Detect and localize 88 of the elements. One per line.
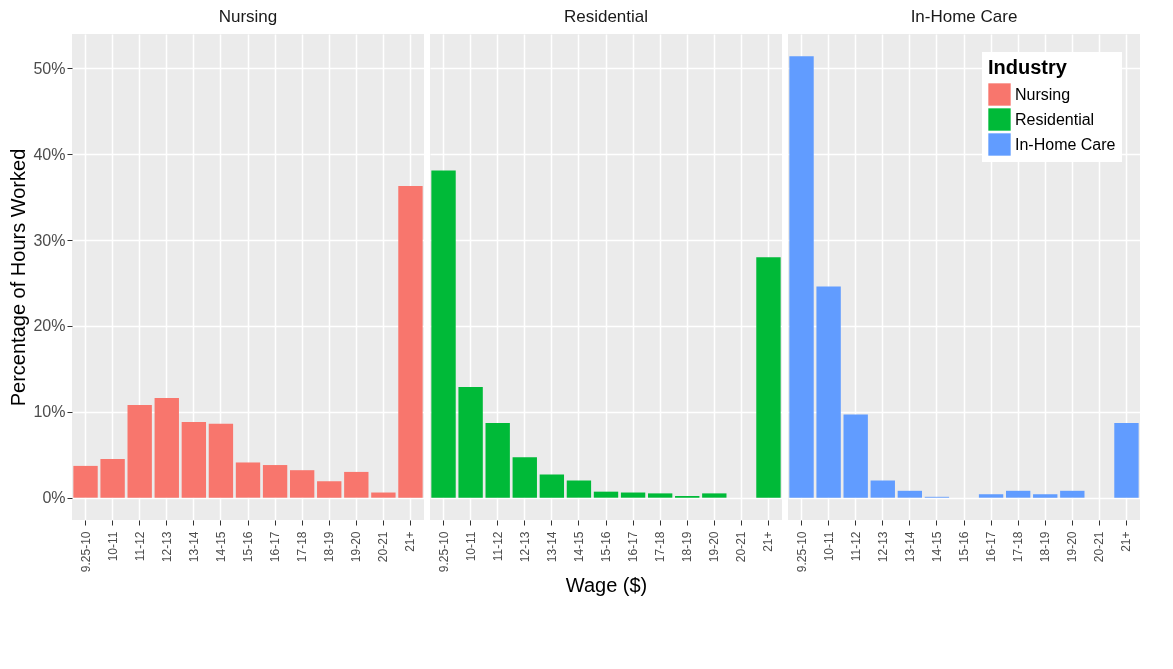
bar (756, 257, 781, 498)
bar (1060, 490, 1085, 498)
x-tick-label: 13-14 (544, 531, 559, 563)
x-tick-label: 14-15 (213, 531, 228, 563)
x-tick-label: 16-17 (984, 531, 999, 563)
x-tick-label: 21+ (403, 531, 418, 552)
x-tick-label: 15-16 (957, 531, 971, 563)
x-tick-label: 13-14 (186, 531, 201, 563)
y-tick-label: 30% (33, 231, 66, 249)
bar (620, 492, 646, 498)
legend-label: Residential (1015, 110, 1095, 128)
x-tick-label: 20-21 (1092, 531, 1107, 563)
bar (208, 423, 234, 498)
x-tick-label: 10-11 (105, 531, 120, 562)
x-tick-label: 14-15 (571, 531, 586, 563)
x-tick-label: 10-11 (463, 531, 478, 562)
bar (154, 398, 179, 498)
x-tick-label: 9.25-10 (436, 531, 451, 573)
y-tick-label: 20% (33, 317, 66, 335)
x-tick-label: 11-12 (490, 531, 505, 562)
y-tick-label: 10% (33, 403, 66, 421)
bar (181, 422, 207, 498)
x-tick-label: 11-12 (848, 531, 863, 562)
chart-title: In-Home Care (910, 7, 1018, 26)
x-tick-label: 20-21 (734, 531, 749, 563)
x-tick-label: 18-19 (1038, 531, 1053, 563)
bar (647, 493, 673, 498)
bar (235, 462, 261, 498)
legend-label: In-Home Care (1015, 135, 1116, 153)
chart-title: Residential (563, 7, 649, 26)
bar (458, 386, 483, 498)
bar (317, 481, 342, 498)
bar (1114, 422, 1139, 498)
bar (978, 494, 1004, 498)
y-axis-title: Percentage of Hours Worked (7, 148, 30, 407)
x-tick-label: 18-19 (322, 531, 337, 563)
bar (897, 490, 923, 498)
x-tick-label: 12-13 (159, 531, 174, 563)
bar (789, 56, 814, 498)
y-tick-label: 0% (42, 489, 66, 507)
x-tick-label: 11-12 (132, 531, 147, 562)
x-tick-label: 19-20 (1065, 531, 1080, 563)
y-tick-label: 40% (33, 145, 66, 163)
bar (539, 474, 565, 498)
x-tick-label: 13-14 (902, 531, 917, 563)
bar (73, 465, 98, 498)
x-tick-label: 19-20 (707, 531, 722, 563)
x-tick-label: 16-17 (626, 531, 641, 563)
x-tick-label: 21+ (761, 531, 776, 552)
x-tick-label: 12-13 (875, 531, 890, 563)
bar (870, 480, 895, 498)
x-tick-label: 9.25-10 (78, 531, 93, 573)
legend-label: Nursing (1015, 85, 1071, 103)
x-tick-label: 17-18 (1011, 531, 1026, 563)
legend-title: Industry (988, 56, 1068, 78)
x-tick-label: 9.25-10 (794, 531, 809, 573)
bar (485, 422, 510, 498)
x-tick-label: 10-11 (821, 531, 836, 562)
bar (431, 170, 456, 498)
x-tick-label: 15-16 (241, 531, 255, 563)
x-axis-title: Wage ($) (565, 574, 648, 597)
bar (566, 480, 592, 498)
chart-title: Nursing (218, 7, 278, 26)
bar (127, 404, 152, 498)
bar (1033, 494, 1058, 498)
x-tick-label: 20-21 (376, 531, 391, 563)
x-tick-label: 17-18 (295, 531, 310, 563)
bar (289, 470, 315, 498)
x-tick-label: 15-16 (599, 531, 613, 563)
bar (100, 459, 125, 498)
x-tick-label: 12-13 (517, 531, 532, 563)
x-tick-label: 14-15 (929, 531, 944, 563)
bar (398, 185, 423, 498)
x-tick-label: 18-19 (680, 531, 695, 563)
bar (344, 471, 369, 498)
bar (512, 457, 537, 498)
x-tick-label: 16-17 (268, 531, 283, 563)
x-tick-label: 19-20 (349, 531, 364, 563)
y-tick-label: 50% (33, 59, 66, 77)
bar (1005, 490, 1031, 498)
bar (816, 286, 841, 498)
bar (262, 465, 288, 498)
x-tick-label: 21+ (1119, 531, 1134, 552)
bar (371, 492, 396, 498)
x-tick-label: 17-18 (653, 531, 668, 563)
bar (843, 414, 868, 498)
bar (702, 493, 727, 498)
bar (593, 491, 619, 498)
